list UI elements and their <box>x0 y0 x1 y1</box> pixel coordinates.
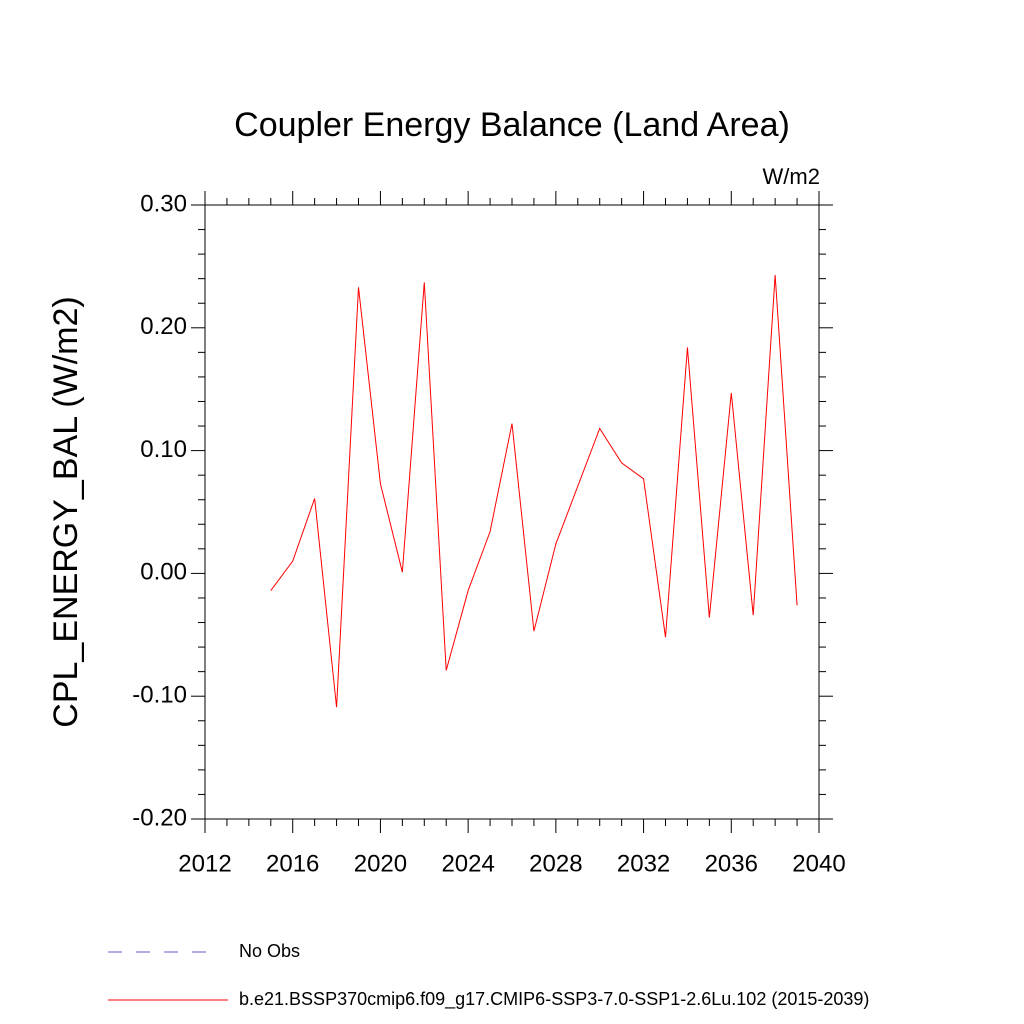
legend-label: b.e21.BSSP370cmip6.f09_g17.CMIP6-SSP3-7.… <box>239 989 869 1010</box>
x-tick-label: 2012 <box>178 850 231 877</box>
legend-label: No Obs <box>239 941 300 961</box>
x-tick-label: 2024 <box>441 850 494 877</box>
x-tick-label: 2040 <box>792 850 845 877</box>
y-tick-label: 0.00 <box>140 559 187 586</box>
y-tick-label: 0.30 <box>140 190 187 217</box>
x-tick-label: 2016 <box>266 850 319 877</box>
y-tick-label: 0.20 <box>140 313 187 340</box>
x-tick-label: 2028 <box>529 850 582 877</box>
units-label: W/m2 <box>763 164 820 189</box>
y-axis-label: CPL_ENERGY_BAL (W/m2) <box>47 296 85 727</box>
y-tick-label: 0.10 <box>140 436 187 463</box>
x-tick-label: 2036 <box>705 850 758 877</box>
chart-title: Coupler Energy Balance (Land Area) <box>234 106 790 144</box>
x-tick-label: 2020 <box>354 850 407 877</box>
y-tick-label: -0.20 <box>132 804 187 831</box>
y-tick-label: -0.10 <box>132 682 187 709</box>
x-tick-label: 2032 <box>617 850 670 877</box>
data-line <box>270 274 798 708</box>
